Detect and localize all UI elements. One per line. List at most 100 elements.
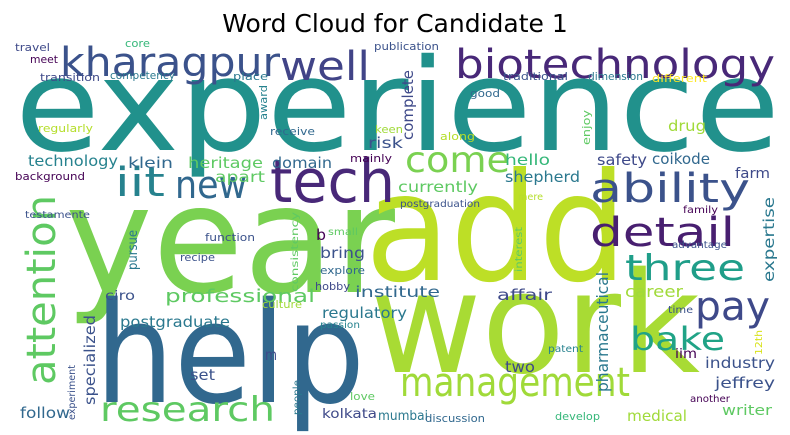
word: drug [668,117,706,135]
word: small [328,227,358,238]
word: traditional [503,70,568,83]
word: coikode [652,150,710,168]
word: mainly [350,152,393,165]
word: discussion [425,412,485,425]
word: two [505,358,535,376]
word: technology [28,152,118,170]
word: writer [722,403,772,419]
word: bake [630,320,725,358]
word: medical [627,407,687,425]
word: ability [590,166,750,212]
word: professional [165,286,315,307]
word: mumbai [378,409,428,424]
word: core [125,37,150,50]
word: mere [518,192,543,203]
word: currently [398,178,478,196]
word: research [100,390,275,430]
word: follow [20,404,70,422]
word: different [652,72,708,85]
word: dimension [588,70,643,83]
word: pursue [126,230,141,270]
word: background [15,170,85,183]
word: shepherd [505,168,580,186]
word: tech [270,147,395,217]
word: specialized [81,315,99,405]
word: people [292,380,303,415]
word: recipe [180,251,215,264]
word: well [280,44,370,90]
word: domain [272,154,332,172]
word: family [683,205,718,216]
word: detail [590,210,735,256]
word: bring [320,244,365,262]
word: hello [505,151,550,169]
word: love [350,390,375,403]
word: risk [368,134,403,152]
word: three [625,248,745,289]
word: travel [15,41,50,54]
word: career [625,282,683,301]
word: kolkata [322,407,377,422]
word: pay [695,284,770,330]
word: experiment [67,365,78,420]
word: jeffrey [714,374,775,392]
word: complete [399,70,417,140]
word: b [316,226,326,244]
word: farm [735,166,770,182]
word: set [190,366,215,384]
word: m [265,346,277,364]
word: industry [705,354,775,372]
word: advantage [672,240,727,251]
word: iim [675,347,697,362]
word: 12th [754,330,765,355]
word: add [365,142,627,316]
word: interest [514,227,525,272]
word: safety [597,151,647,169]
word: come [405,140,510,181]
word: good [470,87,500,100]
word: attention [19,195,65,385]
word: klein [128,154,173,172]
title: Word Cloud for Candidate 1 [222,9,568,38]
word: management [400,360,630,406]
word: explore [320,264,365,277]
word: time [668,305,693,316]
word: consistency [290,212,301,292]
word: competency [110,69,175,82]
word: regulatory [322,304,407,322]
word: kharagpur [60,40,281,86]
word: function [205,231,255,244]
word: biotechnology [455,42,775,88]
word: regularly [38,122,94,135]
word: another [690,394,731,405]
word: passion [320,320,360,331]
word: iit [115,160,165,206]
word: affair [497,286,553,304]
word: new [175,163,247,207]
word: heritage [188,154,263,172]
word: work [370,243,700,406]
word: award [257,85,270,120]
word: keen [375,123,403,136]
word: expertise [760,197,778,282]
word: publication [374,40,439,53]
word: receive [270,125,315,138]
word: institute [355,283,440,301]
word: meet [30,53,59,66]
word: year [65,154,395,328]
word: patent [548,344,583,355]
word: ciro [105,289,135,304]
word: place [233,70,268,83]
word: help [95,273,365,435]
word: postgraduation [400,199,480,210]
word: develop [555,410,600,423]
word: culture [262,298,302,311]
word: apart [215,168,265,186]
word: testamente [25,210,90,221]
word: enjoy [580,109,593,145]
word: experience [15,32,780,181]
word: hobby [315,280,350,293]
word: along [440,130,475,143]
